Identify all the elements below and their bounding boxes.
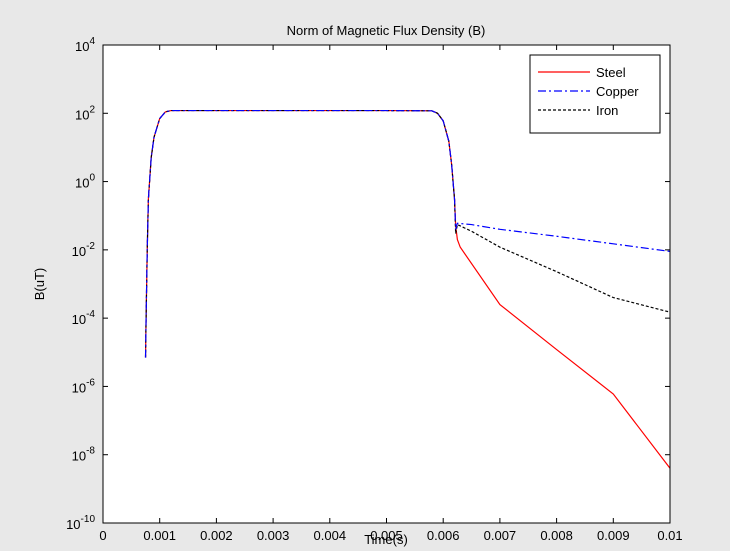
x-tick-label: 0.01	[657, 528, 682, 543]
y-axis-label: B(uT)	[32, 268, 47, 301]
y-tick-base: 10	[72, 380, 86, 395]
y-tick-exponent: -6	[86, 377, 95, 388]
y-tick-exponent: -2	[86, 241, 95, 252]
y-tick-label: 10-10	[66, 514, 95, 532]
x-tick-label: 0.007	[484, 528, 517, 543]
legend-label-copper: Copper	[596, 84, 639, 99]
y-tick-exponent: -8	[86, 446, 95, 457]
y-tick-base: 10	[75, 176, 89, 191]
y-tick-exponent: 0	[89, 173, 95, 184]
x-tick-label: 0	[99, 528, 106, 543]
y-tick-label: 104	[75, 36, 95, 54]
y-tick-base: 10	[75, 39, 89, 54]
y-tick-base: 10	[75, 107, 89, 122]
y-tick-base: 10	[72, 244, 86, 259]
y-tick-base: 10	[72, 449, 86, 464]
x-tick-label: 0.001	[143, 528, 176, 543]
legend: Steel Copper Iron	[529, 54, 661, 134]
series-line-iron	[144, 109, 671, 358]
x-tick-label: 0.006	[427, 528, 460, 543]
y-tick-base: 10	[72, 312, 86, 327]
x-tick-label: 0.002	[200, 528, 233, 543]
x-tick-label: 0.003	[257, 528, 290, 543]
x-tick-label: 0.004	[314, 528, 347, 543]
x-tick-label: 0.008	[540, 528, 573, 543]
plot-frame	[102, 44, 671, 524]
legend-label-iron: Iron	[596, 103, 618, 118]
x-tick-label: 0.005	[370, 528, 403, 543]
y-tick-base: 10	[66, 517, 80, 532]
chart-title: Norm of Magnetic Flux Density (B)	[287, 23, 486, 38]
y-tick-label: 102	[75, 104, 95, 122]
y-tick-exponent: -10	[81, 514, 96, 525]
y-tick-exponent: -4	[86, 309, 95, 320]
y-tick-label: 10-2	[72, 241, 96, 259]
series-line-copper	[144, 109, 671, 358]
axis-ticks: 0 0.001 0.002 0.003 0.004 0.005 0.006 0.007 0.00…	[66, 36, 683, 543]
legend-label-steel: Steel	[596, 65, 626, 80]
y-tick-label: 10-6	[72, 377, 96, 395]
x-axis-label: Time(s)	[364, 532, 408, 547]
y-tick-exponent: 2	[89, 104, 95, 115]
legend-box	[529, 54, 661, 134]
y-tick-label: 100	[75, 173, 95, 191]
y-tick-label: 10-8	[72, 446, 96, 464]
y-tick-exponent: 4	[89, 36, 95, 47]
x-tick-label: 0.009	[597, 528, 630, 543]
series-lines	[144, 109, 671, 469]
y-tick-label: 10-4	[72, 309, 96, 327]
